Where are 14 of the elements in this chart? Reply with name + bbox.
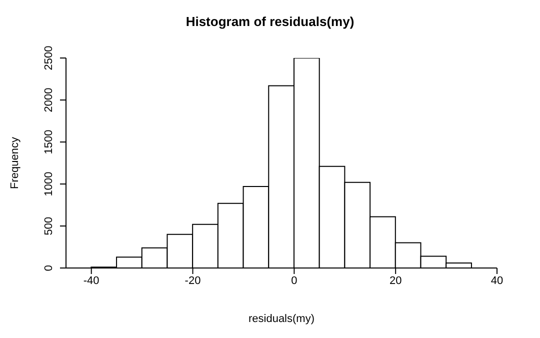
x-tick-label: 0 xyxy=(291,274,298,287)
y-tick-label: 1500 xyxy=(43,130,55,154)
y-tick-label: 1000 xyxy=(43,172,55,196)
y-tick-label: 2500 xyxy=(43,46,55,70)
x-tick-label: -40 xyxy=(83,274,100,287)
x-tick-label: 20 xyxy=(389,274,402,287)
y-tick-label: 2000 xyxy=(43,88,55,112)
chart-title: Histogram of residuals(my) xyxy=(184,14,356,29)
y-axis-title: Frequency xyxy=(8,136,21,189)
x-tick-label: -20 xyxy=(184,274,201,287)
x-tick-label: 40 xyxy=(490,274,504,287)
y-tick-label: 0 xyxy=(43,264,55,272)
y-tick-label: 500 xyxy=(43,216,55,236)
x-axis-title: residuals(my) xyxy=(248,313,315,325)
